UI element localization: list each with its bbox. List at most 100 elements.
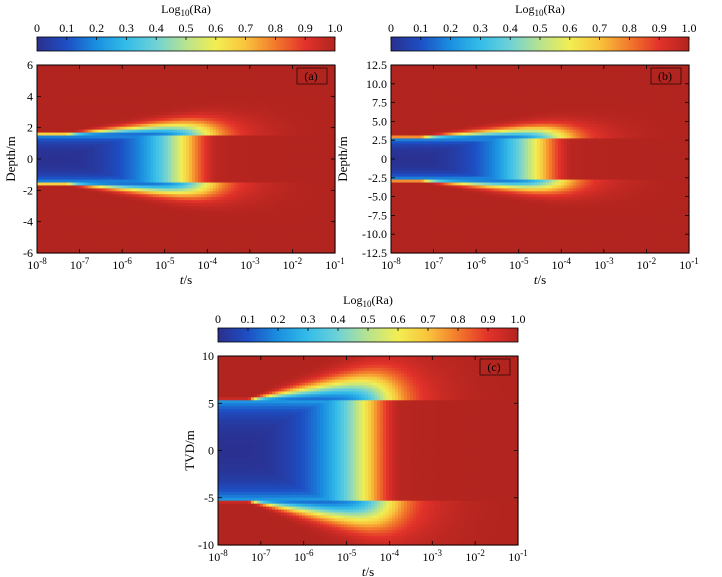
heatmap-cell: [186, 182, 190, 187]
heatmap-cell: [45, 179, 50, 184]
heatmap-cell: [96, 182, 101, 187]
heatmap-cell: [84, 214, 89, 219]
heatmap-cell: [183, 250, 187, 254]
heatmap-cell: [37, 117, 41, 122]
heatmap-cell: [108, 135, 113, 140]
heatmap-cell: [165, 232, 169, 236]
heatmap-cell: [37, 173, 41, 178]
heatmap-cell: [132, 144, 136, 148]
heatmap-cell: [72, 167, 77, 172]
heatmap-cell: [99, 153, 104, 157]
heatmap-cell: [156, 223, 160, 228]
heatmap-cell: [165, 97, 169, 101]
heatmap-cell: [99, 70, 104, 75]
heatmap-cell: [156, 91, 160, 95]
heatmap-cell: [171, 170, 175, 175]
heatmap-cell: [42, 191, 47, 195]
heatmap-cell: [45, 129, 50, 134]
heatmap-cell: [48, 135, 53, 140]
heatmap-cell: [117, 214, 122, 219]
heatmap-cell: [150, 247, 154, 251]
heatmap-cell: [51, 144, 56, 148]
heatmap-cell: [186, 103, 190, 107]
heatmap-cell: [60, 197, 65, 201]
heatmap-cell: [126, 138, 130, 142]
heatmap-cell: [114, 138, 119, 142]
heatmap-cell: [57, 100, 62, 104]
heatmap-cell: [69, 91, 74, 95]
heatmap-cell: [90, 67, 95, 72]
heatmap-cell: [150, 203, 154, 207]
heatmap-cell: [171, 114, 175, 119]
heatmap-cell: [54, 109, 59, 113]
heatmap-cell: [144, 164, 148, 169]
heatmap-cell: [165, 182, 169, 187]
heatmap-cell: [90, 109, 95, 113]
heatmap-cell: [141, 132, 145, 137]
heatmap-cell: [168, 132, 172, 137]
heatmap-cell: [42, 208, 47, 213]
heatmap-cell: [84, 91, 89, 95]
heatmap-cell: [153, 65, 157, 69]
heatmap-cell: [156, 141, 160, 145]
heatmap-cell: [126, 185, 130, 189]
heatmap-cell: [87, 106, 92, 110]
heatmap-cell: [150, 65, 154, 69]
heatmap-cell: [78, 179, 83, 184]
heatmap-cell: [177, 244, 181, 248]
heatmap-cell: [123, 123, 127, 128]
heatmap-cell: [87, 185, 92, 189]
heatmap-cell: [51, 229, 56, 234]
heatmap-cell: [141, 203, 145, 207]
heatmap-cell: [111, 94, 116, 98]
heatmap-cell: [162, 67, 166, 72]
heatmap-cell: [168, 206, 172, 210]
heatmap-cell: [114, 244, 119, 248]
heatmap-cell: [84, 164, 89, 169]
heatmap-cell: [69, 138, 74, 142]
heatmap-cell: [37, 214, 41, 219]
heatmap-cell: [69, 188, 74, 192]
heatmap-cell: [153, 170, 157, 175]
heatmap-cell: [183, 206, 187, 210]
heatmap-cell: [150, 185, 154, 189]
heatmap-cell: [87, 250, 92, 254]
heatmap-cell: [138, 235, 142, 239]
heatmap-cell: [144, 223, 148, 228]
heatmap-cell: [111, 117, 116, 122]
heatmap-cell: [57, 141, 62, 145]
heatmap-cell: [99, 138, 104, 142]
heatmap-cell: [129, 141, 133, 145]
heatmap-cell: [129, 173, 133, 178]
heatmap-cell: [42, 65, 47, 69]
heatmap-cell: [87, 150, 92, 154]
heatmap-cell: [90, 94, 95, 98]
heatmap-cell: [93, 156, 98, 160]
heatmap-cell: [45, 235, 50, 239]
heatmap-cell: [75, 200, 80, 204]
heatmap-cell: [93, 97, 98, 101]
heatmap-cell: [132, 159, 136, 163]
heatmap-cell: [102, 232, 107, 236]
heatmap-cell: [123, 70, 127, 75]
heatmap-cell: [75, 185, 80, 189]
heatmap-cell: [147, 185, 151, 189]
heatmap-cell: [153, 241, 157, 245]
heatmap-cell: [168, 232, 172, 236]
heatmap-cell: [132, 244, 136, 248]
heatmap-cell: [90, 179, 95, 184]
heatmap-cell: [96, 217, 101, 222]
heatmap-cell: [48, 109, 53, 113]
heatmap-cell: [111, 241, 116, 245]
heatmap-cell: [183, 117, 187, 122]
heatmap-cell: [72, 220, 77, 225]
heatmap-cell: [78, 103, 83, 107]
heatmap-cell: [78, 117, 83, 122]
heatmap-cell: [63, 94, 68, 98]
heatmap-cell: [159, 223, 163, 228]
heatmap-cell: [111, 217, 116, 222]
heatmap-cell: [57, 179, 62, 184]
heatmap-cell: [84, 112, 89, 116]
heatmap-cell: [99, 232, 104, 236]
heatmap-cell: [99, 238, 104, 242]
